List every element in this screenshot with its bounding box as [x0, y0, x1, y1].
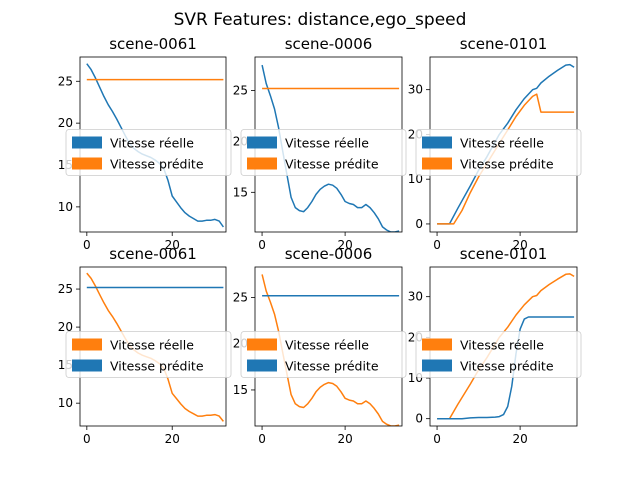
legend-label: Vitesse réelle: [285, 136, 369, 151]
subplot-title: scene-0006: [285, 245, 373, 263]
y-tick-label: 25: [58, 74, 73, 88]
legend-label: Vitesse prédite: [460, 157, 554, 172]
subplot-title: scene-0006: [285, 35, 373, 53]
series-line-2: [437, 93, 575, 225]
x-tick-label: 20: [512, 238, 527, 252]
legend: Vitesse réelle Vitesse prédite: [240, 129, 407, 176]
legend-swatch: [72, 338, 102, 351]
y-tick-label: 20: [58, 116, 73, 130]
legend: Vitesse réelle Vitesse prédite: [415, 331, 582, 378]
legend: Vitesse réelle Vitesse prédite: [240, 331, 407, 378]
y-tick-label: 10: [58, 396, 73, 410]
y-tick-label: 10: [58, 200, 73, 214]
legend-label: Vitesse prédite: [285, 359, 379, 374]
y-tick-label: 25: [58, 282, 73, 296]
x-tick-label: 20: [165, 238, 180, 252]
y-tick-label: 25: [233, 84, 248, 98]
legend-label: Vitesse réelle: [110, 136, 194, 151]
subplot-title: scene-0061: [109, 35, 197, 53]
subplot-title: scene-0101: [460, 35, 548, 53]
legend-swatch: [72, 359, 102, 372]
y-tick-label: 15: [233, 383, 248, 397]
subplot-title: scene-0101: [460, 245, 548, 263]
y-tick-label: 30: [408, 290, 423, 304]
x-tick-label: 20: [512, 432, 527, 446]
series-line-1: [437, 273, 575, 420]
series-line-1: [437, 63, 575, 225]
x-tick-label: 0: [258, 432, 266, 446]
subplot-grid: 0 20 10 15 20 25 Vitesse réelle Vitesse prédite…: [58, 35, 582, 446]
y-tick-label: 15: [233, 185, 248, 199]
y-tick-label: 0: [415, 412, 423, 426]
legend-swatch: [247, 338, 277, 351]
legend-swatch: [72, 136, 102, 149]
y-tick-label: 25: [233, 291, 248, 305]
legend-swatch: [422, 136, 452, 149]
legend-label: Vitesse réelle: [460, 136, 544, 151]
legend-label: Vitesse prédite: [110, 359, 204, 374]
legend-label: Vitesse réelle: [285, 338, 369, 353]
x-tick-label: 20: [337, 238, 352, 252]
x-tick-label: 0: [433, 432, 441, 446]
legend: Vitesse réelle Vitesse prédite: [415, 129, 582, 176]
figure-title: SVR Features: distance,ego_speed: [174, 10, 467, 30]
x-tick-label: 0: [83, 432, 91, 446]
legend-swatch: [247, 136, 277, 149]
legend-label: Vitesse réelle: [460, 338, 544, 353]
legend-box: [65, 331, 232, 378]
legend-box: [65, 129, 232, 176]
y-tick-label: 20: [58, 320, 73, 334]
y-tick-label: 0: [415, 217, 423, 231]
legend-swatch: [72, 157, 102, 170]
legend-box: [415, 331, 582, 378]
legend-label: Vitesse réelle: [110, 338, 194, 353]
series-line-2: [437, 316, 575, 420]
legend-swatch: [247, 157, 277, 170]
x-tick-label: 0: [83, 238, 91, 252]
legend-swatch: [422, 338, 452, 351]
legend-box: [240, 129, 407, 176]
legend: Vitesse réelle Vitesse prédite: [65, 129, 232, 176]
legend-box: [415, 129, 582, 176]
legend-swatch: [422, 157, 452, 170]
x-tick-label: 20: [165, 432, 180, 446]
legend-box: [240, 331, 407, 378]
x-tick-label: 0: [258, 238, 266, 252]
y-tick-label: 30: [408, 83, 423, 97]
subplot-title: scene-0061: [109, 245, 197, 263]
x-tick-label: 0: [433, 238, 441, 252]
legend-label: Vitesse prédite: [460, 359, 554, 374]
legend-swatch: [422, 359, 452, 372]
legend: Vitesse réelle Vitesse prédite: [65, 331, 232, 378]
legend-swatch: [247, 359, 277, 372]
legend-label: Vitesse prédite: [285, 157, 379, 172]
x-tick-label: 20: [337, 432, 352, 446]
legend-label: Vitesse prédite: [110, 157, 204, 172]
